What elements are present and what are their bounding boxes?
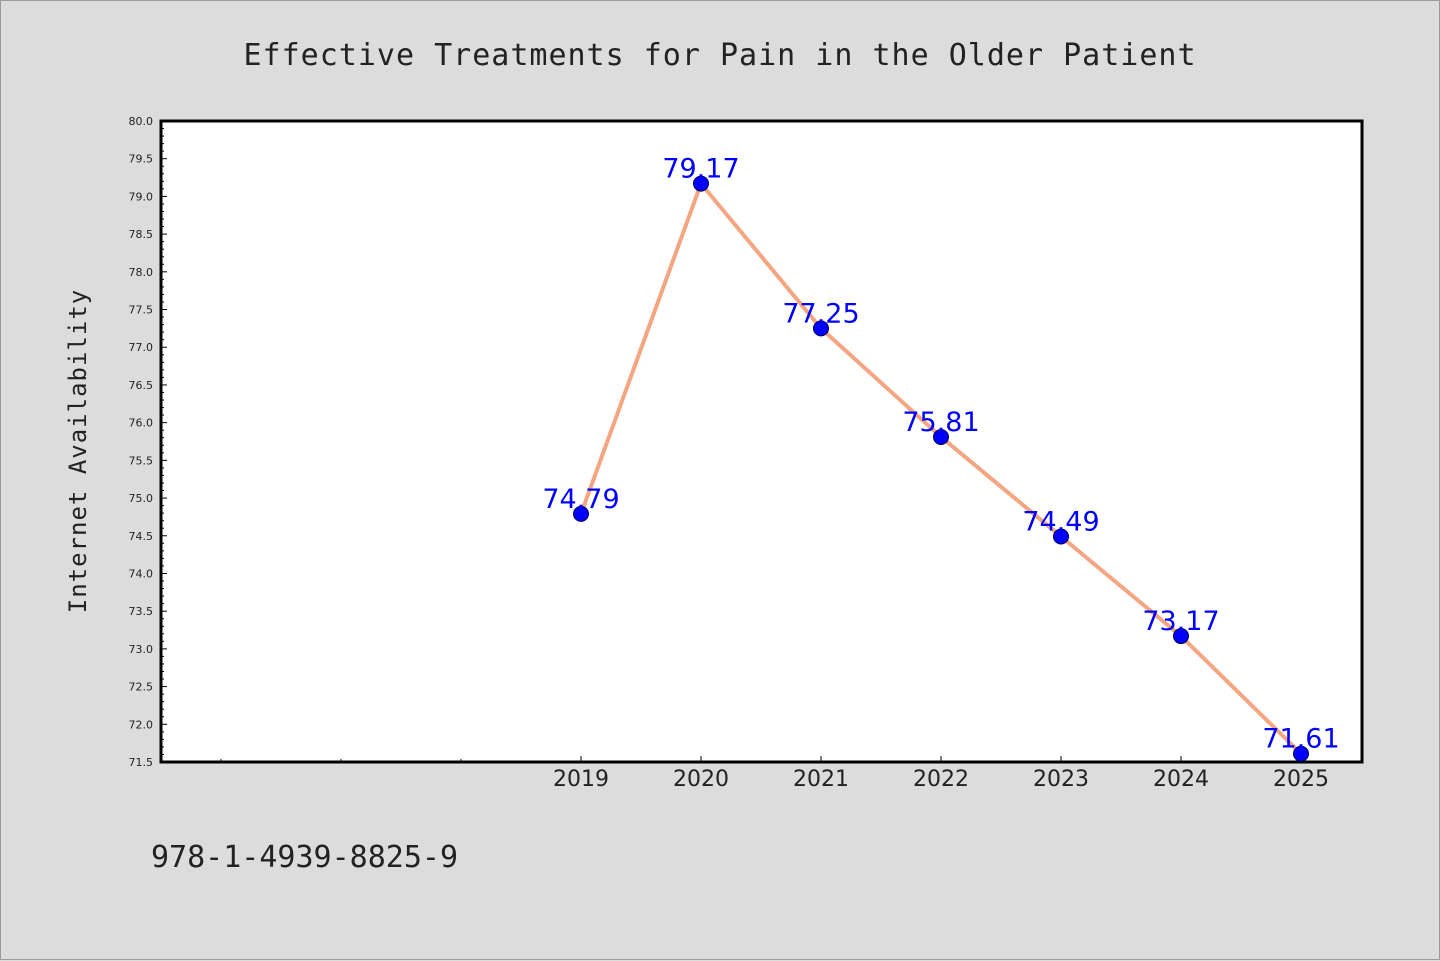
data-point [1293,745,1309,762]
series-layer: 74.79 79.17 77.25 75.81 74.49 73.17 71.61 [542,154,1340,762]
data-point [573,505,589,522]
data-label: 74.79 [542,484,619,515]
y-tick-label: 78.5 [129,228,154,241]
x-axis: 2019 2020 2021 2022 2023 2024 2025 [220,756,1329,792]
y-tick-label: 76.5 [129,379,154,392]
x-tick-label: 2022 [913,767,969,792]
y-tick-label: 77.5 [129,304,154,317]
data-point [1053,528,1069,545]
data-label: 71.61 [1262,724,1339,755]
data-label: 75.81 [902,407,979,438]
data-point [693,175,709,192]
data-label: 77.25 [782,298,859,329]
data-point [813,320,829,337]
y-tick-label: 79.0 [129,190,154,203]
y-tick-label: 75.0 [129,492,154,505]
data-point [933,428,949,445]
y-axis: 71.5 72.0 72.5 73.0 73.5 74.0 74.5 75.0 75.5 76.0… [129,115,167,769]
x-tick-label: 2024 [1153,767,1209,792]
y-tick-label: 74.5 [129,530,154,543]
x-tick-label: 2025 [1273,767,1329,792]
data-label: 74.49 [1022,507,1099,538]
y-tick-label: 77.0 [129,341,154,354]
y-tick-label: 72.5 [129,681,154,694]
footer-code: 978-1-4939-8825-9 [151,840,458,875]
y-tick-label: 72.0 [129,718,154,731]
data-label: 73.17 [1142,606,1219,637]
x-tick-label: 2019 [553,767,609,792]
data-label: 79.17 [662,154,739,185]
chart-title: Effective Treatments for Pain in the Old… [243,38,1196,73]
data-point [1173,628,1189,645]
x-tick-label: 2021 [793,767,849,792]
x-tick-label: 2023 [1033,767,1089,792]
y-tick-label: 80.0 [129,115,154,128]
y-tick-label: 73.5 [129,605,154,618]
y-tick-label: 78.0 [129,266,154,279]
y-tick-label: 75.5 [129,454,154,467]
y-tick-label: 76.0 [129,417,154,430]
x-tick-label: 2020 [673,767,729,792]
y-tick-label: 74.0 [129,567,154,580]
plot-area [159,119,1364,764]
y-axis-label: Internet Availability [64,289,92,613]
y-tick-label: 73.0 [129,643,154,656]
y-tick-label: 79.5 [129,153,154,166]
y-tick-label: 71.5 [129,756,154,769]
